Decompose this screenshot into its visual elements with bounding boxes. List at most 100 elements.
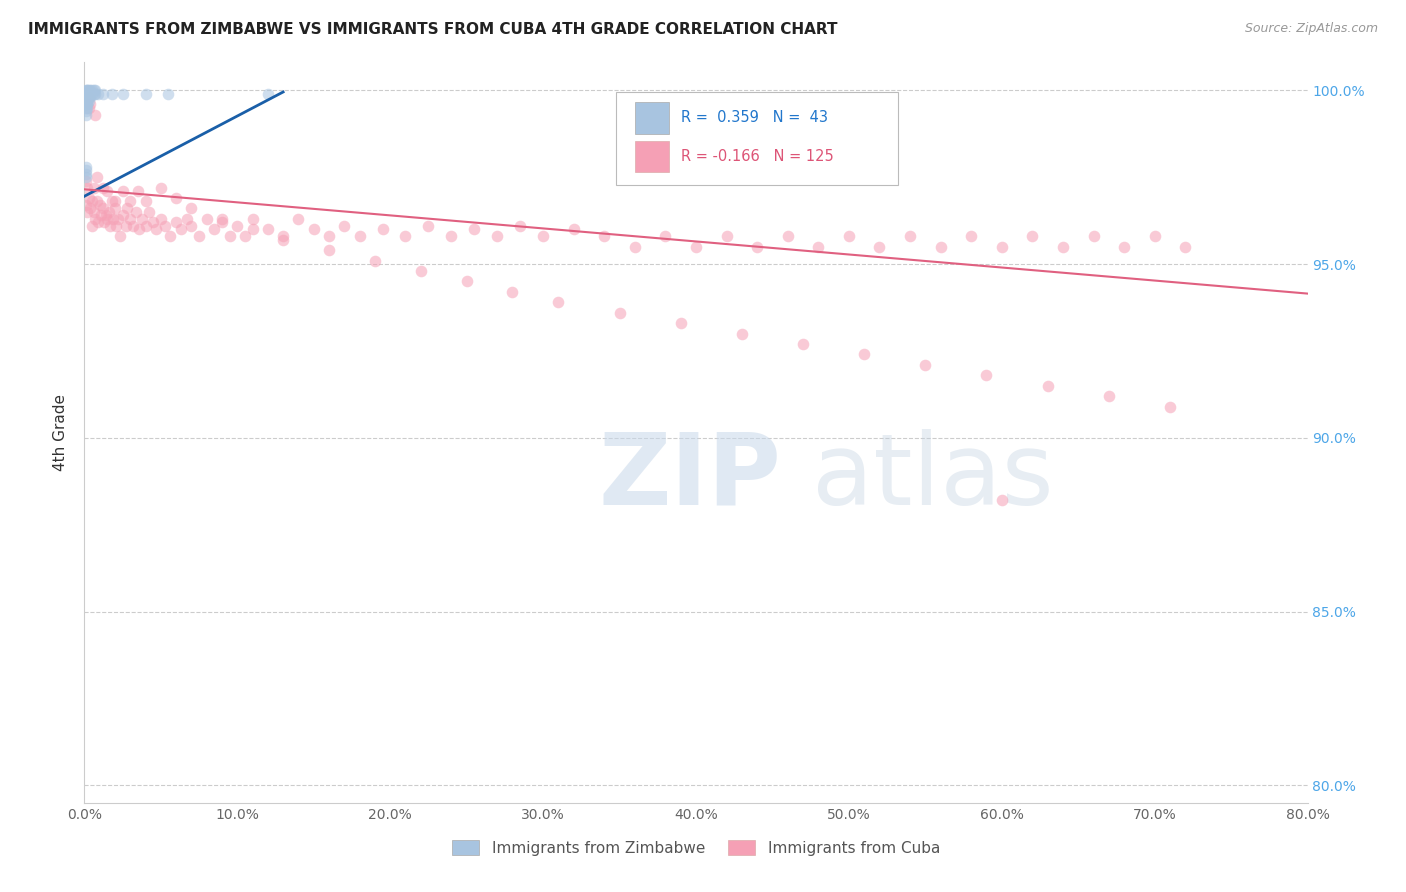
Point — [1083, 229, 1105, 244]
Point — [76, 83, 98, 97]
Point — [1052, 240, 1074, 254]
Point — [302, 222, 325, 236]
Point — [75, 90, 97, 104]
Point — [104, 194, 127, 209]
Point — [914, 358, 936, 372]
Point — [456, 274, 478, 288]
Point — [120, 211, 142, 226]
Point — [76, 90, 98, 104]
Point — [669, 316, 692, 330]
Point — [75, 104, 97, 119]
Point — [91, 202, 114, 216]
Text: IMMIGRANTS FROM ZIMBABWE VS IMMIGRANTS FROM CUBA 4TH GRADE CORRELATION CHART: IMMIGRANTS FROM ZIMBABWE VS IMMIGRANTS F… — [28, 22, 838, 37]
Point — [242, 211, 264, 226]
Point — [75, 167, 97, 181]
Point — [131, 211, 153, 226]
Point — [77, 191, 100, 205]
Point — [371, 222, 394, 236]
Point — [90, 208, 112, 222]
Point — [609, 306, 631, 320]
Point — [84, 107, 107, 121]
Point — [1036, 378, 1059, 392]
Point — [75, 198, 97, 212]
Point — [226, 219, 249, 233]
Point — [96, 184, 118, 198]
Point — [111, 208, 134, 222]
Point — [271, 233, 294, 247]
Point — [80, 194, 103, 209]
Point — [76, 90, 98, 104]
Point — [80, 87, 103, 101]
Point — [502, 285, 524, 299]
Point — [107, 211, 129, 226]
Point — [155, 219, 177, 233]
Text: atlas: atlas — [813, 428, 1054, 525]
Point — [271, 229, 294, 244]
Point — [853, 347, 876, 361]
Legend: Immigrants from Zimbabwe, Immigrants from Cuba: Immigrants from Zimbabwe, Immigrants fro… — [446, 834, 946, 862]
Point — [135, 194, 157, 209]
Point — [76, 101, 98, 115]
Point — [349, 229, 371, 244]
Point — [83, 83, 105, 97]
Point — [463, 222, 485, 236]
Point — [509, 219, 531, 233]
Point — [76, 83, 98, 97]
Point — [76, 94, 98, 108]
Point — [218, 229, 240, 244]
Point — [929, 240, 952, 254]
FancyBboxPatch shape — [616, 92, 898, 185]
Point — [792, 337, 814, 351]
Point — [79, 83, 101, 97]
Point — [97, 205, 120, 219]
Point — [77, 83, 100, 97]
Point — [75, 87, 97, 101]
Point — [76, 94, 98, 108]
Point — [128, 222, 150, 236]
Point — [165, 215, 187, 229]
Point — [233, 229, 256, 244]
Point — [211, 211, 233, 226]
Text: Source: ZipAtlas.com: Source: ZipAtlas.com — [1244, 22, 1378, 36]
Point — [486, 229, 509, 244]
Point — [1174, 240, 1197, 254]
Point — [364, 253, 387, 268]
Point — [75, 83, 97, 97]
Point — [77, 90, 100, 104]
Point — [135, 87, 157, 101]
Point — [76, 87, 98, 101]
Point — [685, 240, 707, 254]
Point — [624, 240, 647, 254]
Point — [79, 202, 101, 216]
Point — [202, 222, 225, 236]
Point — [87, 87, 110, 101]
Point — [318, 243, 340, 257]
Point — [75, 94, 97, 108]
Point — [75, 163, 97, 178]
Point — [176, 211, 198, 226]
Text: R =  0.359   N =  43: R = 0.359 N = 43 — [682, 111, 828, 126]
Point — [440, 229, 463, 244]
Point — [75, 173, 97, 187]
Point — [394, 229, 416, 244]
Text: R = -0.166   N = 125: R = -0.166 N = 125 — [682, 149, 834, 164]
Point — [79, 97, 101, 112]
Point — [991, 240, 1014, 254]
Point — [91, 180, 114, 194]
Point — [562, 222, 585, 236]
Point — [149, 180, 172, 194]
Point — [80, 219, 103, 233]
Point — [125, 205, 148, 219]
Point — [111, 184, 134, 198]
Point — [76, 205, 98, 219]
Point — [114, 219, 136, 233]
Point — [747, 240, 769, 254]
Point — [79, 90, 101, 104]
Point — [180, 219, 202, 233]
Point — [93, 215, 115, 229]
Point — [145, 222, 167, 236]
Point — [1114, 240, 1136, 254]
Point — [84, 87, 107, 101]
Point — [120, 194, 142, 209]
Point — [242, 222, 264, 236]
